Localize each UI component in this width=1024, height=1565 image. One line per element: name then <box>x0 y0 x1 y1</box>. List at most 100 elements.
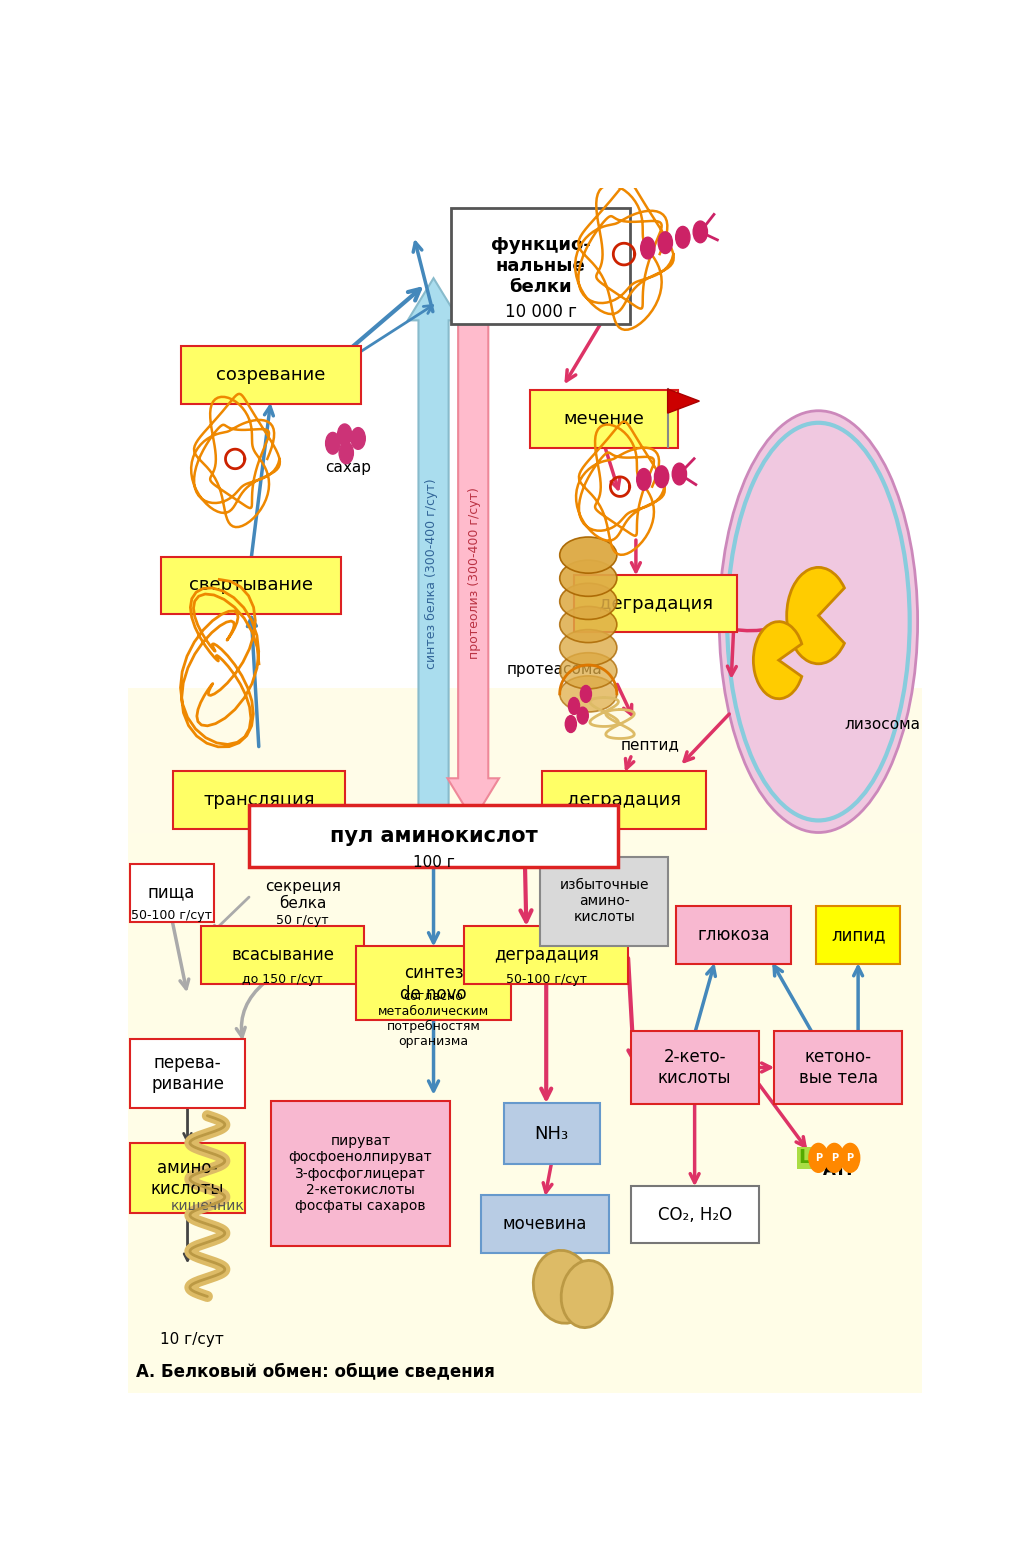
Ellipse shape <box>560 606 616 643</box>
FancyBboxPatch shape <box>530 390 678 448</box>
Text: CO₂, H₂O: CO₂, H₂O <box>657 1205 732 1224</box>
FancyBboxPatch shape <box>270 1100 451 1246</box>
Text: протеасома: протеасома <box>507 662 603 678</box>
Circle shape <box>809 1144 828 1172</box>
FancyArrow shape <box>447 279 499 820</box>
FancyBboxPatch shape <box>181 346 360 404</box>
Text: L: L <box>798 1149 810 1167</box>
Text: липид: липид <box>830 926 886 944</box>
Text: мечение: мечение <box>564 410 644 429</box>
Text: 2-кето-
кислоты: 2-кето- кислоты <box>657 1049 731 1086</box>
Circle shape <box>654 466 669 488</box>
Text: избыточные
амино-
кислоты: избыточные амино- кислоты <box>559 878 649 925</box>
Text: свертывание: свертывание <box>189 576 313 595</box>
FancyBboxPatch shape <box>480 1196 608 1254</box>
Text: P: P <box>830 1153 838 1163</box>
Bar <box>128 689 922 833</box>
Text: глюкоза: глюкоза <box>697 926 770 944</box>
FancyBboxPatch shape <box>162 557 341 615</box>
Bar <box>128 188 922 833</box>
Text: кишечник: кишечник <box>170 1199 245 1213</box>
Circle shape <box>339 441 353 463</box>
Circle shape <box>841 1144 860 1172</box>
Text: NH₃: NH₃ <box>535 1125 569 1142</box>
FancyBboxPatch shape <box>201 926 365 984</box>
Text: пул аминокислот: пул аминокислот <box>330 826 538 847</box>
Wedge shape <box>754 621 802 698</box>
Text: 10 000 г: 10 000 г <box>505 304 577 321</box>
Circle shape <box>693 221 708 243</box>
Text: согласно
метаболическим
потребностям
организма: согласно метаболическим потребностям орг… <box>378 991 489 1049</box>
Text: 50-100 г/сут: 50-100 г/сут <box>131 909 212 922</box>
Text: мочевина: мочевина <box>503 1214 587 1233</box>
Text: 50-100 г/сут: 50-100 г/сут <box>506 973 587 986</box>
Text: пируват
фосфоенолпируват
3-фосфоглицерат
2-кетокислоты
фосфаты сахаров: пируват фосфоенолпируват 3-фосфоглицерат… <box>289 1135 432 1213</box>
FancyBboxPatch shape <box>451 208 631 324</box>
Circle shape <box>676 227 690 249</box>
Ellipse shape <box>560 629 616 665</box>
Circle shape <box>637 468 651 490</box>
Circle shape <box>824 1144 844 1172</box>
FancyBboxPatch shape <box>173 772 345 829</box>
Text: кетоно-
вые тела: кетоно- вые тела <box>799 1049 878 1086</box>
Text: почки: почки <box>560 1299 604 1313</box>
Circle shape <box>581 685 592 703</box>
FancyBboxPatch shape <box>504 1103 600 1164</box>
FancyBboxPatch shape <box>130 1144 246 1213</box>
Text: лизосома: лизосома <box>844 717 920 731</box>
FancyBboxPatch shape <box>574 574 737 632</box>
FancyBboxPatch shape <box>130 1039 246 1108</box>
Text: созревание: созревание <box>216 366 326 383</box>
Ellipse shape <box>561 1260 612 1327</box>
FancyBboxPatch shape <box>631 1186 759 1244</box>
Text: синтез белка (300-400 г/сут): синтез белка (300-400 г/сут) <box>425 477 438 668</box>
Text: амино-
кислоты: амино- кислоты <box>151 1160 224 1197</box>
Text: 100 г: 100 г <box>413 854 455 870</box>
Circle shape <box>565 715 577 732</box>
Circle shape <box>672 463 686 485</box>
FancyBboxPatch shape <box>774 1031 902 1105</box>
Text: пища: пища <box>147 884 196 901</box>
Text: до 150 г/сут: до 150 г/сут <box>243 973 324 986</box>
Circle shape <box>568 698 580 714</box>
FancyArrow shape <box>408 279 460 820</box>
FancyBboxPatch shape <box>676 906 792 964</box>
FancyBboxPatch shape <box>631 1031 759 1105</box>
Circle shape <box>338 424 352 446</box>
Circle shape <box>326 432 340 454</box>
Ellipse shape <box>560 560 616 596</box>
Ellipse shape <box>560 676 616 712</box>
Text: деградация: деградация <box>567 790 681 809</box>
Text: пептид: пептид <box>621 737 680 753</box>
Text: перева-
ривание: перева- ривание <box>151 1055 224 1092</box>
Text: P: P <box>815 1153 822 1163</box>
Circle shape <box>351 427 366 449</box>
Text: секреция
белка: секреция белка <box>264 880 341 911</box>
Text: протеолиз (300-400 г/сут): протеолиз (300-400 г/сут) <box>468 487 481 659</box>
Text: сахар: сахар <box>326 460 372 474</box>
FancyBboxPatch shape <box>130 864 214 922</box>
Circle shape <box>641 238 655 258</box>
Ellipse shape <box>719 410 918 833</box>
Ellipse shape <box>560 537 616 573</box>
Circle shape <box>658 232 673 254</box>
Text: А. Белковый обмен: общие сведения: А. Белковый обмен: общие сведения <box>136 1362 495 1380</box>
FancyBboxPatch shape <box>816 906 900 964</box>
FancyBboxPatch shape <box>465 926 628 984</box>
Wedge shape <box>786 568 845 664</box>
FancyBboxPatch shape <box>543 772 706 829</box>
Text: P: P <box>847 1153 854 1163</box>
FancyBboxPatch shape <box>249 804 618 867</box>
Text: 50 г/сут: 50 г/сут <box>276 914 329 926</box>
Ellipse shape <box>534 1250 593 1324</box>
Text: деградация: деградация <box>494 947 599 964</box>
FancyBboxPatch shape <box>355 947 511 1020</box>
Circle shape <box>578 707 588 725</box>
Text: АТР: АТР <box>822 1161 859 1178</box>
Polygon shape <box>668 390 699 413</box>
Text: всасывание: всасывание <box>231 947 334 964</box>
Text: синтез
de novo: синтез de novo <box>400 964 467 1003</box>
FancyBboxPatch shape <box>541 856 668 945</box>
Text: деградация: деградация <box>599 595 713 612</box>
Text: 10 г/сут: 10 г/сут <box>160 1332 223 1347</box>
